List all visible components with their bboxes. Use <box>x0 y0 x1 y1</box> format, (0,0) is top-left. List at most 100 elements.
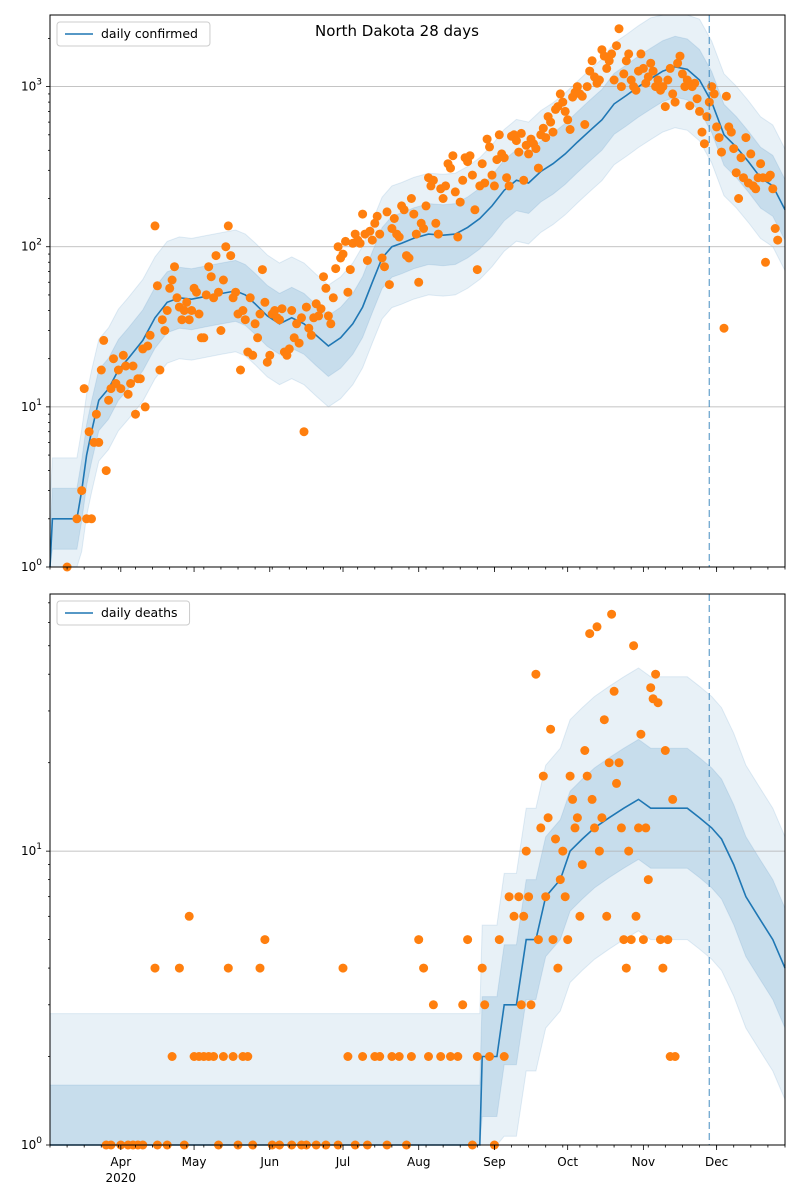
data-point <box>761 257 770 267</box>
data-point <box>328 293 338 303</box>
data-point <box>656 935 665 945</box>
data-point <box>231 287 241 297</box>
data-point <box>770 224 780 233</box>
data-point <box>380 262 389 272</box>
data-point <box>543 813 553 823</box>
data-point <box>91 409 101 419</box>
data-point <box>226 251 236 261</box>
data-point <box>509 911 519 921</box>
data-point <box>179 306 189 315</box>
y-tick-label: 100 <box>21 1136 42 1152</box>
data-point <box>87 514 96 524</box>
deaths-confidence-bands <box>49 667 786 1146</box>
data-point <box>682 75 692 85</box>
data-point <box>709 89 719 99</box>
data-point <box>499 1052 509 1061</box>
data-point <box>404 253 414 263</box>
legend-label: daily confirmed <box>101 26 198 41</box>
data-point <box>206 272 216 282</box>
data-point <box>257 265 267 275</box>
data-point <box>526 1000 536 1010</box>
data-point <box>568 794 578 804</box>
data-point <box>765 170 775 180</box>
data-point <box>634 823 643 833</box>
data-point <box>729 144 739 154</box>
data-point <box>560 892 570 902</box>
data-point <box>260 297 270 307</box>
data-point <box>428 175 438 185</box>
data-point <box>555 875 565 885</box>
data-point <box>592 622 602 632</box>
data-point <box>531 144 541 154</box>
data-point <box>572 82 582 92</box>
data-point <box>533 163 543 173</box>
data-point <box>194 309 204 319</box>
data-point <box>104 395 114 405</box>
data-point <box>172 293 182 303</box>
confirmed-fit-line <box>49 65 786 568</box>
deaths-y-axis: 100 101 <box>21 602 50 1152</box>
data-point <box>321 283 331 293</box>
data-point <box>414 935 424 945</box>
data-point <box>658 82 668 92</box>
data-point <box>406 194 416 203</box>
data-point <box>419 963 429 973</box>
data-point <box>741 133 751 143</box>
x-tick-label: Nov <box>632 1155 655 1169</box>
data-point <box>79 384 89 394</box>
data-point <box>619 69 629 79</box>
data-point <box>653 698 663 708</box>
data-point <box>199 333 209 343</box>
data-point <box>165 283 175 293</box>
data-point <box>731 168 741 178</box>
data-point <box>560 106 570 116</box>
data-point <box>670 1052 680 1061</box>
data-point <box>521 846 531 856</box>
data-point <box>109 354 118 364</box>
data-point <box>228 1052 238 1061</box>
data-point <box>587 794 597 804</box>
data-point <box>294 338 304 348</box>
y-tick-label: 100 <box>21 558 42 574</box>
data-point <box>494 130 504 140</box>
data-point <box>150 221 160 231</box>
data-point <box>531 669 541 679</box>
data-point <box>372 211 382 221</box>
data-point <box>299 427 309 437</box>
data-point <box>338 963 348 973</box>
data-point <box>648 66 658 76</box>
data-point <box>211 251 221 261</box>
data-point <box>126 379 136 388</box>
data-point <box>546 117 556 127</box>
data-point <box>717 147 726 157</box>
data-point <box>245 293 255 303</box>
data-point <box>502 173 512 183</box>
data-point <box>152 281 162 291</box>
data-point <box>150 963 160 973</box>
data-point <box>704 97 714 107</box>
data-point <box>546 724 556 734</box>
x-year-label: 2020 <box>106 1171 137 1185</box>
data-point <box>751 184 761 194</box>
data-point <box>414 277 424 287</box>
data-point <box>541 892 551 902</box>
data-point <box>668 794 678 804</box>
data-point <box>670 97 680 107</box>
x-tick-label: Apr <box>110 1155 131 1169</box>
data-point <box>277 304 287 314</box>
data-point <box>174 963 184 973</box>
data-point <box>424 1052 433 1061</box>
confirmed-panel: 100 101 102 103 North Dakota 28 days daily … <box>21 14 786 574</box>
data-point <box>614 24 624 34</box>
data-point <box>626 935 636 945</box>
data-point <box>673 58 683 68</box>
data-point <box>216 326 226 335</box>
data-point <box>248 350 258 360</box>
data-point <box>480 178 490 188</box>
data-point <box>304 323 314 333</box>
data-point <box>768 184 778 194</box>
data-point <box>575 911 585 921</box>
data-point <box>638 63 648 73</box>
data-point <box>260 935 270 945</box>
data-point <box>236 365 245 375</box>
